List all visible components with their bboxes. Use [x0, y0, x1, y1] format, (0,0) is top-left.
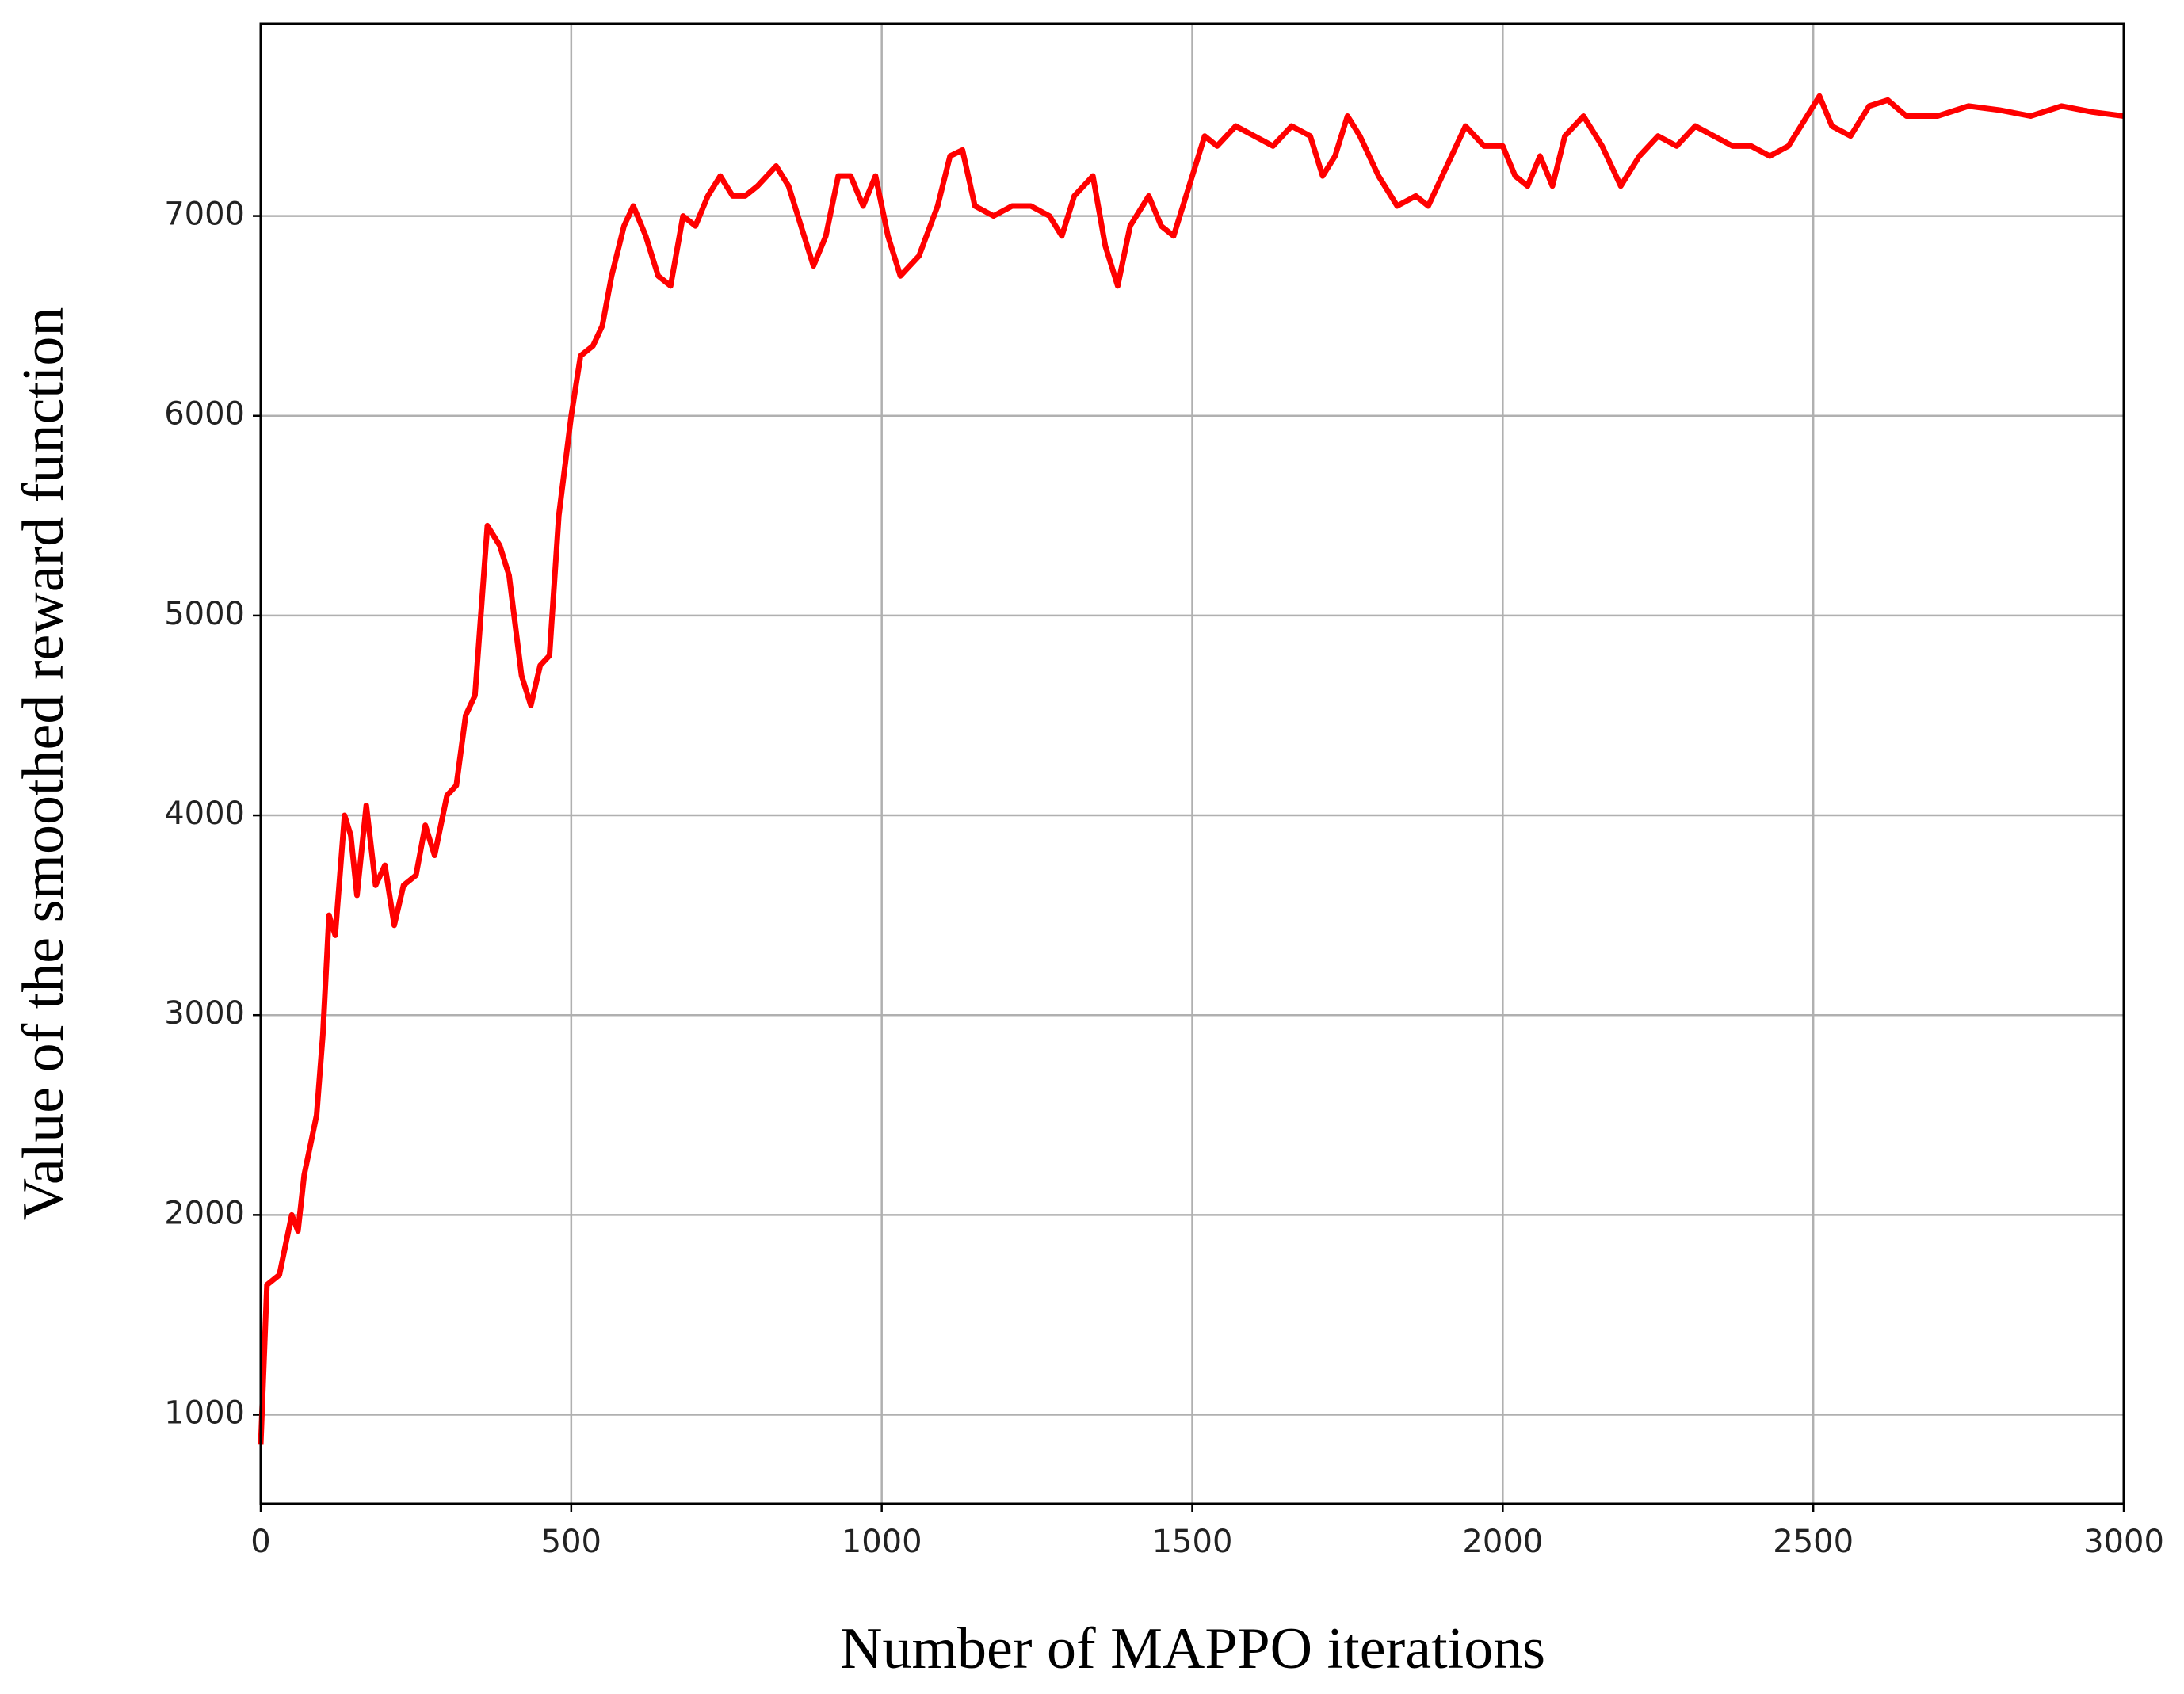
x-tick-label: 3000 [2083, 1524, 2164, 1560]
y-tick-label: 5000 [164, 596, 245, 632]
y-tick-label: 6000 [164, 396, 245, 433]
y-tick-label: 7000 [164, 196, 245, 233]
y-axis-label: Value of the smoothed reward function [11, 307, 76, 1221]
x-tick-label: 1500 [1152, 1524, 1233, 1560]
x-axis-label: Number of MAPPO iterations [840, 1616, 1545, 1681]
y-tick-label: 2000 [164, 1195, 245, 1231]
x-tick-label: 2500 [1773, 1524, 1854, 1560]
y-tick-label: 3000 [164, 995, 245, 1032]
x-tick-label: 500 [541, 1524, 601, 1560]
y-tick-label: 1000 [164, 1395, 245, 1432]
x-tick-label: 0 [250, 1524, 270, 1560]
x-tick-label: 2000 [1462, 1524, 1543, 1560]
y-tick-label: 4000 [164, 795, 245, 832]
x-tick-label: 1000 [842, 1524, 922, 1560]
data-line [258, 93, 2125, 1445]
plot-frame [259, 22, 2125, 1505]
